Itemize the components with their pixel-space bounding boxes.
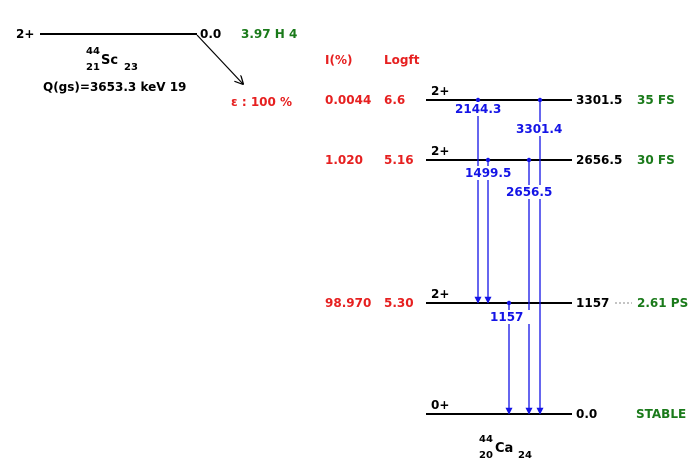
transition-label: 2144.3 xyxy=(455,102,501,116)
level-1157: 2+ 1157 2.61 PS 98.970 5.30 xyxy=(325,287,688,310)
level-3301: 2+ 3301.5 35 FS 0.0044 6.6 xyxy=(325,84,675,107)
parent-mass-number: 44 xyxy=(86,46,100,57)
logft-value: 6.6 xyxy=(384,93,405,107)
feeding-intensity: 98.970 xyxy=(325,296,371,310)
decay-mode-label: ε : 100 % xyxy=(231,95,292,109)
feeding-intensity: 1.020 xyxy=(325,153,363,167)
transition-label: 3301.4 xyxy=(516,122,562,136)
parent-neutron-number: 23 xyxy=(124,62,138,73)
level-energy: 2656.5 xyxy=(576,153,622,167)
level-energy: 1157 xyxy=(576,296,609,310)
level-energy: 0.0 xyxy=(576,407,597,421)
logft-header: Logft xyxy=(384,53,420,67)
level-spin: 2+ xyxy=(431,84,449,98)
decay-arrow xyxy=(196,34,243,84)
logft-value: 5.30 xyxy=(384,296,414,310)
level-halflife: 30 FS xyxy=(637,153,675,167)
transition-2656: 2656.5 xyxy=(504,157,557,415)
daughter-mass-number: 44 xyxy=(479,434,493,445)
level-energy: 3301.5 xyxy=(576,93,622,107)
level-halflife: STABLE xyxy=(636,407,686,421)
transition-label: 1157 xyxy=(490,310,523,324)
level-group xyxy=(426,99,632,415)
parent-halflife: 3.97 H 4 xyxy=(241,27,297,41)
level-spin: 2+ xyxy=(431,287,449,301)
intensity-header: I(%) xyxy=(325,53,352,67)
parent-spin: 2+ xyxy=(16,27,34,41)
daughter-atomic-number: 20 xyxy=(479,450,493,461)
transition-3301: 3301.4 xyxy=(514,97,567,415)
level-ground: 0+ 0.0 STABLE xyxy=(431,398,686,421)
daughter-symbol: Ca xyxy=(495,441,513,456)
level-2656: 2+ 2656.5 30 FS 1.020 5.16 xyxy=(325,144,675,167)
transition-2144: 2144.3 xyxy=(453,97,504,304)
transition-label-bg xyxy=(453,102,504,116)
q-value: Q(gs)=3653.3 keV 19 xyxy=(43,80,186,94)
logft-value: 5.16 xyxy=(384,153,414,167)
parent-atomic-number: 21 xyxy=(86,62,100,73)
level-spin: 0+ xyxy=(431,398,449,412)
transition-label: 1499.5 xyxy=(465,166,511,180)
transition-label-bg xyxy=(514,122,567,136)
level-halflife: 2.61 PS xyxy=(637,296,688,310)
parent-level: 2+ 0.0 3.97 H 4 xyxy=(16,27,297,41)
parent-nucleus-label: 44 21 Sc 23 xyxy=(86,46,138,73)
transition-label-bg xyxy=(463,166,514,180)
feeding-intensity: 0.0044 xyxy=(325,93,371,107)
transition-label-bg xyxy=(504,185,557,199)
parent-symbol: Sc xyxy=(101,53,118,68)
transition-label-bg xyxy=(488,310,530,324)
transition-group: 2144.3 3301.4 1499.5 2656.5 1157 xyxy=(453,97,567,415)
parent-energy: 0.0 xyxy=(200,27,221,41)
transition-label: 2656.5 xyxy=(506,185,552,199)
level-halflife: 35 FS xyxy=(637,93,675,107)
daughter-neutron-number: 24 xyxy=(518,450,532,461)
daughter-nucleus-label: 44 20 Ca 24 xyxy=(479,434,532,461)
transition-1157: 1157 xyxy=(488,300,530,415)
level-spin: 2+ xyxy=(431,144,449,158)
transition-1499: 1499.5 xyxy=(463,157,514,304)
